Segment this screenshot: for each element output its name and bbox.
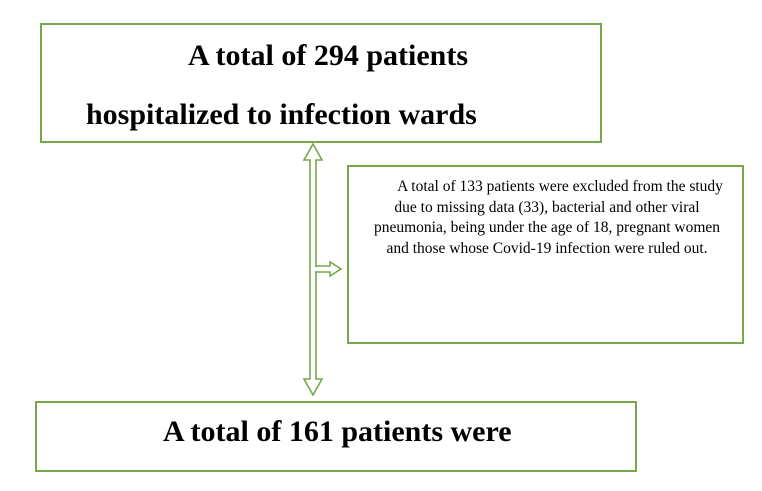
top-box-line-1: A total of 294 patients <box>188 39 468 72</box>
top-box-total-patients: A total of 294 patients hospitalized to … <box>40 23 602 143</box>
top-box-line-2: hospitalized to infection wards <box>86 98 477 131</box>
vertical-double-arrow <box>302 142 324 397</box>
branch-arrow-to-exclusion <box>315 260 343 278</box>
bottom-box-line-1: A total of 161 patients were <box>163 415 512 448</box>
exclusion-box: A total of 133 patients were excluded fr… <box>347 165 744 344</box>
bottom-box-included-patients: A total of 161 patients were <box>35 401 637 472</box>
exclusion-text: A total of 133 patients were excluded fr… <box>373 178 723 257</box>
